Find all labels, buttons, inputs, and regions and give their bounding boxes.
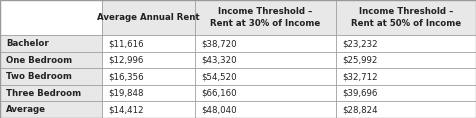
- Text: Two Bedroom: Two Bedroom: [6, 72, 72, 81]
- Text: $43,320: $43,320: [201, 56, 237, 65]
- Bar: [195, 35, 336, 52]
- Bar: [0, 35, 102, 52]
- Text: $14,412: $14,412: [109, 105, 144, 114]
- Text: $48,040: $48,040: [201, 105, 237, 114]
- Bar: [336, 85, 476, 101]
- Text: Average: Average: [6, 105, 46, 114]
- Bar: [0, 68, 102, 85]
- Bar: [195, 68, 336, 85]
- Text: Three Bedroom: Three Bedroom: [6, 89, 81, 98]
- Text: $23,232: $23,232: [342, 39, 377, 48]
- Bar: [336, 101, 476, 118]
- Bar: [102, 52, 195, 68]
- Bar: [0, 101, 102, 118]
- Text: One Bedroom: One Bedroom: [6, 56, 72, 65]
- Text: $54,520: $54,520: [201, 72, 237, 81]
- Bar: [102, 101, 195, 118]
- Text: Income Threshold –
Rent at 30% of Income: Income Threshold – Rent at 30% of Income: [210, 7, 320, 28]
- Bar: [0, 0, 102, 35]
- Bar: [336, 35, 476, 52]
- Bar: [195, 0, 336, 35]
- Text: $11,616: $11,616: [109, 39, 144, 48]
- Text: $38,720: $38,720: [201, 39, 237, 48]
- Bar: [102, 0, 195, 35]
- Text: $32,712: $32,712: [342, 72, 377, 81]
- Text: $25,992: $25,992: [342, 56, 377, 65]
- Bar: [0, 52, 102, 68]
- Bar: [195, 101, 336, 118]
- Text: $28,824: $28,824: [342, 105, 377, 114]
- Text: $19,848: $19,848: [109, 89, 144, 98]
- Bar: [336, 52, 476, 68]
- Bar: [195, 85, 336, 101]
- Bar: [195, 52, 336, 68]
- Text: $16,356: $16,356: [109, 72, 144, 81]
- Text: $66,160: $66,160: [201, 89, 237, 98]
- Bar: [102, 68, 195, 85]
- Text: $39,696: $39,696: [342, 89, 377, 98]
- Bar: [336, 68, 476, 85]
- Bar: [102, 85, 195, 101]
- Text: $12,996: $12,996: [109, 56, 144, 65]
- Bar: [0, 85, 102, 101]
- Bar: [336, 0, 476, 35]
- Text: Bachelor: Bachelor: [6, 39, 49, 48]
- Text: Average Annual Rent: Average Annual Rent: [98, 13, 200, 22]
- Bar: [102, 35, 195, 52]
- Text: Income Threshold –
Rent at 50% of Income: Income Threshold – Rent at 50% of Income: [351, 7, 461, 28]
